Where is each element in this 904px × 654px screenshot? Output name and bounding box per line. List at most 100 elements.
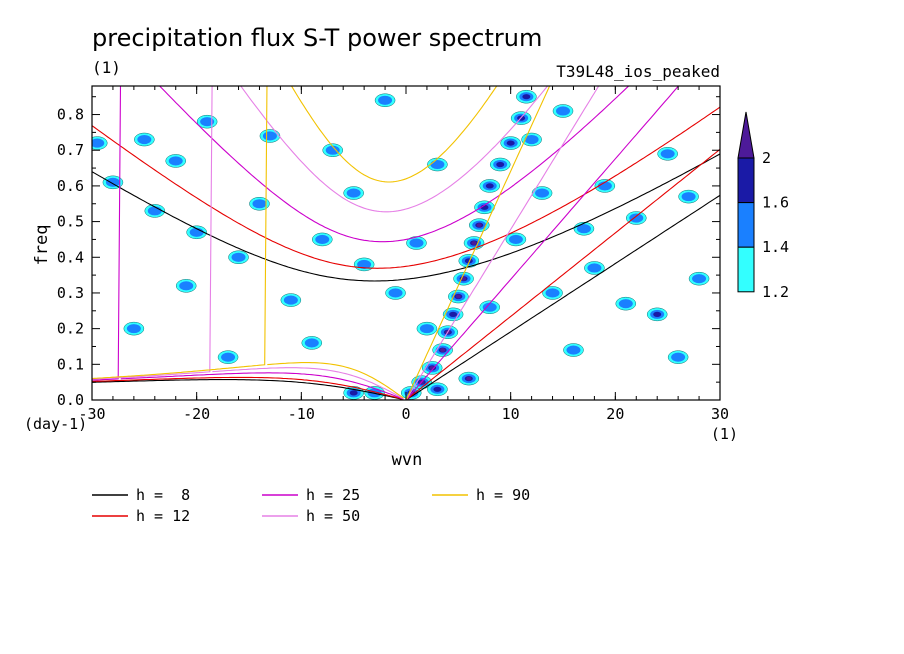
- contour-level: [440, 348, 446, 353]
- power-blob: [489, 157, 511, 172]
- power-blob: [458, 371, 480, 386]
- colorbar-extend-triangle: [737, 111, 755, 159]
- x-unit-label: (1): [711, 425, 738, 443]
- y-axis-ticks: 0.0 0.1 0.2 0.3 0.4 0.5 0.6 0.7 0.8: [57, 96, 720, 409]
- power-blob: [353, 257, 375, 272]
- contour-level: [419, 324, 434, 334]
- contour-level: [485, 183, 494, 189]
- legend-item: h = 50: [262, 507, 360, 525]
- contour-level: [409, 238, 424, 248]
- colorbar-segment: [737, 246, 755, 293]
- contour-level: [357, 259, 372, 269]
- contour-level: [137, 134, 152, 145]
- power-blob: [463, 236, 485, 250]
- inertia-gravity-curve: [92, 153, 720, 282]
- dispersion-curve-set: [92, 106, 720, 400]
- x-tick-label: -10: [288, 405, 315, 423]
- contour-level: [482, 302, 497, 312]
- contour-level: [535, 188, 550, 198]
- contour-level: [671, 352, 686, 362]
- contour-level: [476, 223, 482, 228]
- subtitle-right: T39L48_ios_peaked: [556, 62, 720, 81]
- power-blob: [217, 350, 239, 364]
- y-tick-label: 0.5: [57, 213, 84, 231]
- legend-item: h = 25: [262, 486, 360, 504]
- y-tick-label: 0.7: [57, 141, 84, 159]
- power-blob: [657, 147, 678, 161]
- contour-level: [349, 390, 358, 396]
- contour-level: [433, 386, 442, 392]
- colorbar-label: 1.4: [762, 238, 789, 256]
- contour-level: [92, 138, 105, 148]
- colorbar-label: 2: [762, 149, 771, 167]
- power-blob: [280, 293, 302, 307]
- rossby-mrg-curve: [92, 376, 404, 400]
- dispersion-curve-set: [92, 153, 720, 400]
- chart-title: precipitation flux S-T power spectrum: [92, 24, 542, 52]
- power-blob: [646, 307, 668, 322]
- power-blob: [688, 271, 710, 286]
- contour-level: [466, 376, 472, 381]
- contour-level: [449, 311, 458, 317]
- contour-level: [455, 294, 461, 299]
- x-tick-label: -30: [78, 405, 105, 423]
- power-blob: [584, 261, 605, 275]
- x-tick-label: 30: [711, 405, 729, 423]
- dispersion-curve-set: [92, 86, 600, 400]
- kelvin-curve: [405, 148, 720, 400]
- x-axis-label: wvn: [392, 450, 423, 470]
- x-axis-ticks: -30 -20 -10 0 10 20 30: [78, 86, 729, 423]
- contour-level: [524, 134, 539, 145]
- x-tick-label: 20: [606, 405, 624, 423]
- y-tick-label: 0.6: [57, 177, 84, 195]
- kelvin-curve: [405, 86, 680, 400]
- legend: h = 8 h = 12 h = 25 h = 50 h = 90: [92, 486, 530, 525]
- y-tick-label: 0.1: [57, 355, 84, 373]
- contour-level: [346, 188, 361, 198]
- x-tick-label: 0: [401, 405, 410, 423]
- rossby-mrg-curve: [92, 379, 404, 400]
- kelvin-curve: [405, 194, 720, 400]
- y-tick-label: 0.0: [57, 391, 84, 409]
- power-blob: [667, 350, 689, 364]
- plot-frame: [91, 85, 721, 401]
- y-tick-label: 0.3: [57, 284, 84, 302]
- contour-level: [430, 159, 445, 170]
- contour-level: [262, 131, 277, 141]
- legend-item: h = 90: [432, 486, 530, 504]
- power-blob: [175, 279, 197, 293]
- power-blob: [416, 321, 438, 336]
- power-blob: [505, 232, 527, 247]
- power-blob: [626, 211, 647, 225]
- power-blob: [374, 93, 396, 108]
- contour-level: [200, 117, 215, 127]
- contour-level: [304, 338, 319, 348]
- power-blob: [531, 186, 553, 200]
- legend-item: h = 12: [92, 507, 190, 525]
- power-blob: [102, 175, 124, 190]
- power-blob: [406, 236, 427, 250]
- power-blob: [678, 189, 699, 204]
- dispersion-curve-set: [92, 86, 551, 400]
- contour-level: [283, 295, 298, 305]
- inertia-gravity-curve: [92, 86, 549, 380]
- contour-level: [388, 288, 403, 298]
- contour-level: [566, 345, 581, 355]
- contour-level: [252, 199, 267, 209]
- power-blob: [134, 132, 155, 147]
- y-axis-label: freq: [32, 225, 52, 266]
- inertia-gravity-curve: [92, 86, 498, 380]
- power-blob: [563, 343, 584, 357]
- power-blob: [92, 136, 108, 150]
- colorbar-label: 1.6: [762, 194, 789, 212]
- power-blob: [301, 336, 323, 350]
- y-unit-label: (day-1): [24, 415, 87, 433]
- power-blob: [322, 143, 343, 157]
- power-blob: [479, 300, 500, 314]
- contour-level: [496, 161, 505, 168]
- contour-level: [618, 299, 633, 309]
- contour-level: [325, 145, 340, 155]
- power-blob: [500, 136, 521, 150]
- power-blob: [343, 186, 364, 200]
